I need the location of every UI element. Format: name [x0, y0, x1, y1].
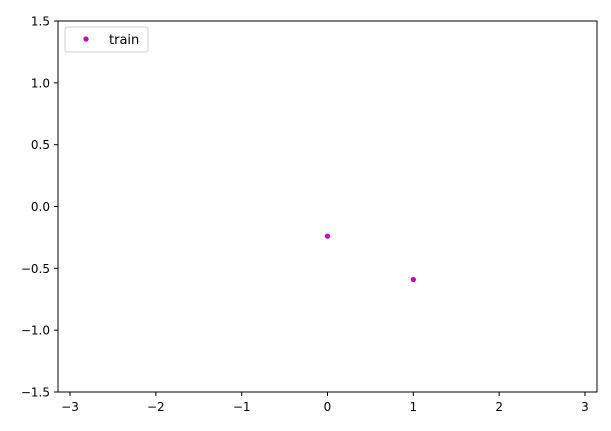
plot-area [58, 21, 597, 392]
data-point [410, 276, 416, 283]
legend-box [64, 26, 149, 53]
y-tick-label: 1.5 [31, 15, 50, 29]
x-tick-label: 2 [495, 400, 503, 414]
y-tick-label: −0.5 [21, 262, 50, 276]
x-tick-label: −2 [147, 400, 165, 414]
legend: train [64, 26, 149, 53]
x-tick-label: −1 [233, 400, 251, 414]
y-tick-label: −1.5 [21, 386, 50, 400]
plot-frame [57, 20, 598, 393]
legend-label: train [109, 33, 139, 48]
y-tick-label: −1.0 [21, 324, 50, 338]
y-tick-label: 0.5 [31, 138, 50, 152]
x-axis: −3 −2 −1 0 1 2 3 [61, 392, 589, 414]
x-tick-label: 0 [324, 400, 332, 414]
data-points [324, 233, 416, 283]
data-point [324, 233, 331, 239]
y-tick-label: 0.0 [31, 200, 50, 214]
legend-marker [83, 36, 89, 42]
x-tick-label: −3 [61, 400, 79, 414]
y-axis: 1.5 1.0 0.5 0.0 −0.5 −1.0 −1.5 [21, 15, 58, 400]
y-tick-label: 1.0 [31, 76, 50, 90]
x-tick-label: 3 [581, 400, 589, 414]
x-tick-label: 1 [410, 400, 418, 414]
